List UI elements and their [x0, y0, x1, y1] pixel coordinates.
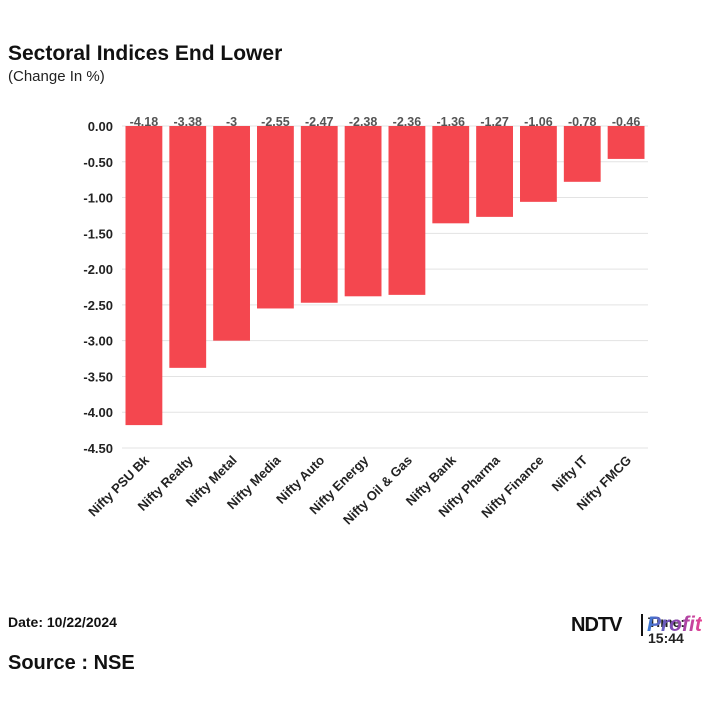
bar	[125, 126, 163, 426]
y-tick-label: -2.00	[83, 262, 113, 277]
bar-value-label: -2.36	[393, 115, 422, 129]
y-tick-label: -4.00	[83, 405, 113, 420]
bar	[520, 126, 557, 202]
bar	[388, 126, 426, 295]
y-tick-label: -0.50	[83, 155, 113, 170]
y-tick-label: -1.50	[83, 226, 113, 241]
logo-ndtv-text: NDTV	[571, 614, 622, 636]
y-axis-ticks: 0.00 -0.50 -1.00 -1.50 -2.00 -2.50 -3.00 -3.50 -…	[83, 119, 113, 456]
logo-profit-text: Profit	[647, 613, 702, 636]
bar-value-label: -2.38	[349, 115, 378, 129]
bar-value-label: -3.38	[174, 115, 203, 129]
bar	[344, 126, 382, 297]
bars	[125, 126, 645, 426]
bar-value-label: -1.06	[524, 115, 553, 129]
y-tick-label: -2.50	[83, 298, 113, 313]
bar-value-label: -0.78	[568, 115, 597, 129]
value-labels: -4.18 -3.38 -3 -2.55 -2.47 -2.38 -2.36 -1.36 -1.…	[130, 115, 641, 129]
bar	[257, 126, 294, 309]
gridlines	[122, 125, 648, 449]
date-label: Date: 10/22/2024	[8, 614, 117, 630]
chart-title: Sectoral Indices End Lower	[8, 42, 283, 65]
bar-value-label: -2.55	[261, 115, 290, 129]
source-label: Source : NSE	[8, 652, 135, 674]
bar-value-label: -3	[226, 115, 237, 129]
bar	[300, 126, 338, 303]
bar	[607, 126, 645, 159]
bar	[213, 126, 250, 341]
bar	[432, 126, 470, 224]
time-label: Time: 15:44	[648, 614, 685, 646]
bar-chart: 0.00 -0.50 -1.00 -1.50 -2.00 -2.50 -3.00 -3.50 -…	[83, 115, 648, 528]
y-tick-label: -3.00	[83, 334, 113, 349]
bar-value-label: -1.36	[437, 115, 466, 129]
bar	[563, 126, 601, 182]
y-tick-label: 0.00	[88, 119, 113, 134]
bar	[476, 126, 513, 217]
bar-value-label: -2.47	[305, 115, 334, 129]
y-tick-label: -4.50	[83, 441, 113, 456]
bar-value-label: -0.46	[612, 115, 641, 129]
bar-value-label: -4.18	[130, 115, 159, 129]
chart-subtitle: (Change In %)	[8, 68, 105, 85]
logo-divider	[641, 614, 643, 636]
bar-value-label: -1.27	[480, 115, 509, 129]
bar	[169, 126, 207, 368]
x-tick-label: Nifty IT	[549, 452, 591, 494]
y-tick-label: -3.50	[83, 369, 113, 384]
y-tick-label: -1.00	[83, 191, 113, 206]
